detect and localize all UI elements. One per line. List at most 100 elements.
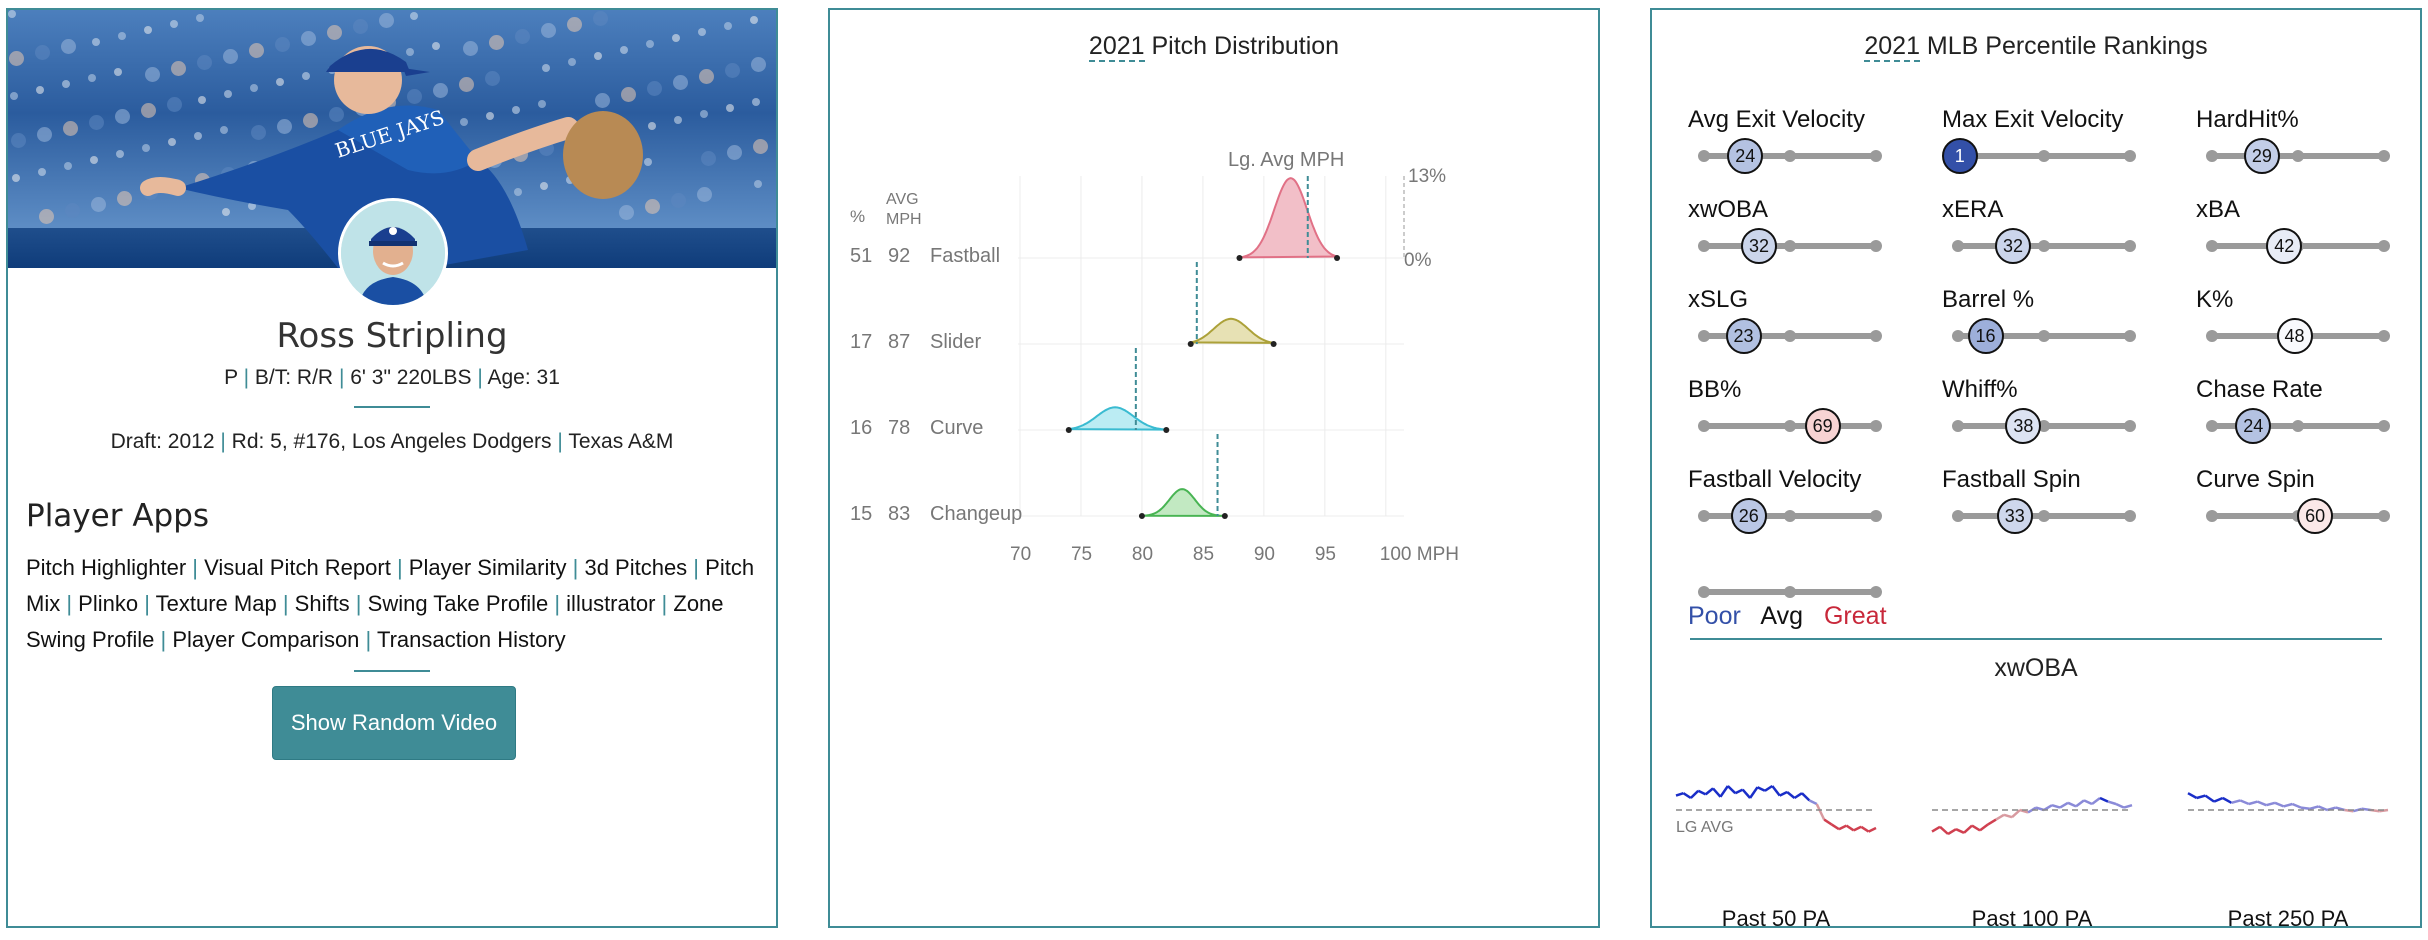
xwoba-segment (1786, 791, 1796, 799)
crowd-dot (724, 22, 732, 30)
legend-track-dot (1784, 586, 1796, 598)
legend-great: Great (1823, 602, 1887, 630)
pitch-density-curve (1141, 488, 1225, 517)
metric-track-dot (1870, 510, 1882, 522)
crowd-dot (540, 182, 548, 190)
pitch-mph: 92 (888, 245, 910, 267)
crowd-dot (61, 39, 76, 54)
metric-label: K% (2196, 286, 2234, 313)
crowd-dot (753, 139, 768, 154)
legend-track-dot (1870, 586, 1882, 598)
crowd-dot (697, 187, 712, 202)
crowd-dot (726, 104, 734, 112)
metric-percentile-bubble[interactable]: 60 (2297, 498, 2334, 534)
percentile-metric: Barrel % 16 (1942, 286, 2182, 366)
xwoba-segment (2352, 807, 2363, 813)
crowd-dot (11, 133, 26, 148)
metric-percentile-bubble[interactable]: 26 (1730, 498, 1767, 534)
app-link[interactable]: Pitch Mix (26, 555, 755, 616)
xwoba-segment (2222, 796, 2233, 804)
metric-track-dot (2378, 510, 2390, 522)
app-link[interactable]: Shifts (294, 591, 350, 616)
xwoba-segment (1955, 828, 1965, 834)
metric-percentile-bubble[interactable]: 32 (1995, 228, 2032, 264)
crowd-dot (171, 61, 186, 76)
xwoba-segment (2059, 801, 2069, 809)
metric-label: xwOBA (1688, 196, 1769, 223)
metric-track-dot (1784, 510, 1796, 522)
xwoba-segment (1756, 786, 1766, 792)
percentile-metric: Whiff% 38 (1942, 376, 2182, 456)
metric-percentile-bubble[interactable]: 29 (2243, 138, 2280, 174)
crowd-dot (407, 89, 422, 104)
metric-track-dot (1870, 420, 1882, 432)
app-link[interactable]: Transaction History (376, 627, 566, 652)
metric-percentile-bubble[interactable]: 33 (1996, 498, 2033, 534)
crowd-dot (410, 12, 418, 20)
app-link[interactable]: illustrator (566, 591, 656, 616)
pitch-distribution-panel: 2021 Pitch Distribution 13% 0% Lg. Avg MPH… (828, 8, 1600, 928)
metric-percentile-bubble[interactable]: 24 (1727, 138, 1764, 174)
xwoba-segment (2274, 801, 2285, 808)
app-link[interactable]: Plinko (78, 591, 139, 616)
metric-percentile-bubble[interactable]: 16 (1967, 318, 2004, 354)
pitch-max-dot (1221, 513, 1228, 519)
metric-track-dot (2206, 420, 2218, 432)
metric-percentile-bubble[interactable]: 69 (1804, 408, 1841, 444)
metric-track-dot (2124, 150, 2136, 162)
xwoba-segment (2107, 800, 2117, 806)
spark-label: Past 100 PA (1971, 906, 2093, 928)
percentile-legend: Poor Avg Great (1688, 602, 1901, 631)
legend-track-dot (1698, 586, 1710, 598)
crowd-dot (672, 34, 680, 42)
crowd-dot (485, 71, 500, 86)
metric-percentile-bubble[interactable]: 42 (2266, 228, 2303, 264)
crowd-dot (568, 58, 576, 66)
xwoba-segment (2317, 805, 2328, 812)
app-link[interactable]: Visual Pitch Report (204, 555, 391, 580)
metric-track-dot (1870, 240, 1882, 252)
pct-header: % (850, 207, 865, 226)
metric-percentile-bubble[interactable]: 32 (1741, 228, 1778, 264)
crowd-dot (223, 49, 238, 64)
xwoba-segment (2011, 809, 2021, 819)
percentile-title-year[interactable]: 2021 (1864, 32, 1920, 62)
app-link[interactable]: Texture Map (155, 591, 277, 616)
metric-track-dot (2378, 150, 2390, 162)
crowd-dot (725, 63, 740, 78)
app-link[interactable]: Pitch Highlighter (26, 555, 187, 580)
crowd-dot (593, 11, 608, 26)
player-bio: P | B/T: R/R | 6' 3" 220LBS | Age: 31 (8, 366, 776, 390)
app-link[interactable]: Swing Take Profile (367, 591, 549, 616)
xwoba-segment (1860, 825, 1870, 833)
pitch-title-year[interactable]: 2021 (1088, 32, 1145, 62)
mph-header: AVG (886, 191, 919, 208)
show-random-video-button[interactable]: Show Random Video (272, 686, 516, 760)
crowd-dot (91, 197, 106, 212)
separator: | (338, 366, 345, 389)
metric-track-dot (1784, 240, 1796, 252)
xwoba-segment (2231, 799, 2241, 805)
crowd-dot (463, 41, 478, 56)
crowd-dot (90, 156, 98, 164)
metric-percentile-bubble[interactable]: 24 (2235, 408, 2272, 444)
spark-label: Past 50 PA (1721, 906, 1831, 928)
percentile-title: 2021 MLB Percentile Rankings (1652, 32, 2420, 62)
app-link[interactable]: Zone Swing Profile (26, 591, 724, 652)
xwoba-segment (1741, 788, 1752, 799)
app-link[interactable]: 3d Pitches (584, 555, 688, 580)
spark-label: Past 250 PA (2227, 906, 2349, 928)
app-link[interactable]: Player Similarity (408, 555, 567, 580)
metric-percentile-bubble[interactable]: 23 (1725, 318, 1762, 354)
metric-percentile-bubble[interactable]: 38 (2005, 408, 2042, 444)
xwoba-segment (1995, 813, 2005, 821)
metric-percentile-bubble[interactable]: 48 (2276, 318, 2313, 354)
xwoba-segment (2283, 802, 2293, 808)
metric-percentile-bubble[interactable]: 1 (1941, 138, 1978, 174)
player-draft: Draft: 2012 | Rd: 5, #176, Los Angeles D… (8, 430, 776, 454)
crowd-dot (220, 126, 228, 134)
crowd-dot (701, 151, 716, 166)
app-link[interactable]: Player Comparison (172, 627, 360, 652)
metric-track-dot (2124, 510, 2136, 522)
xwoba-segment (1726, 785, 1737, 795)
